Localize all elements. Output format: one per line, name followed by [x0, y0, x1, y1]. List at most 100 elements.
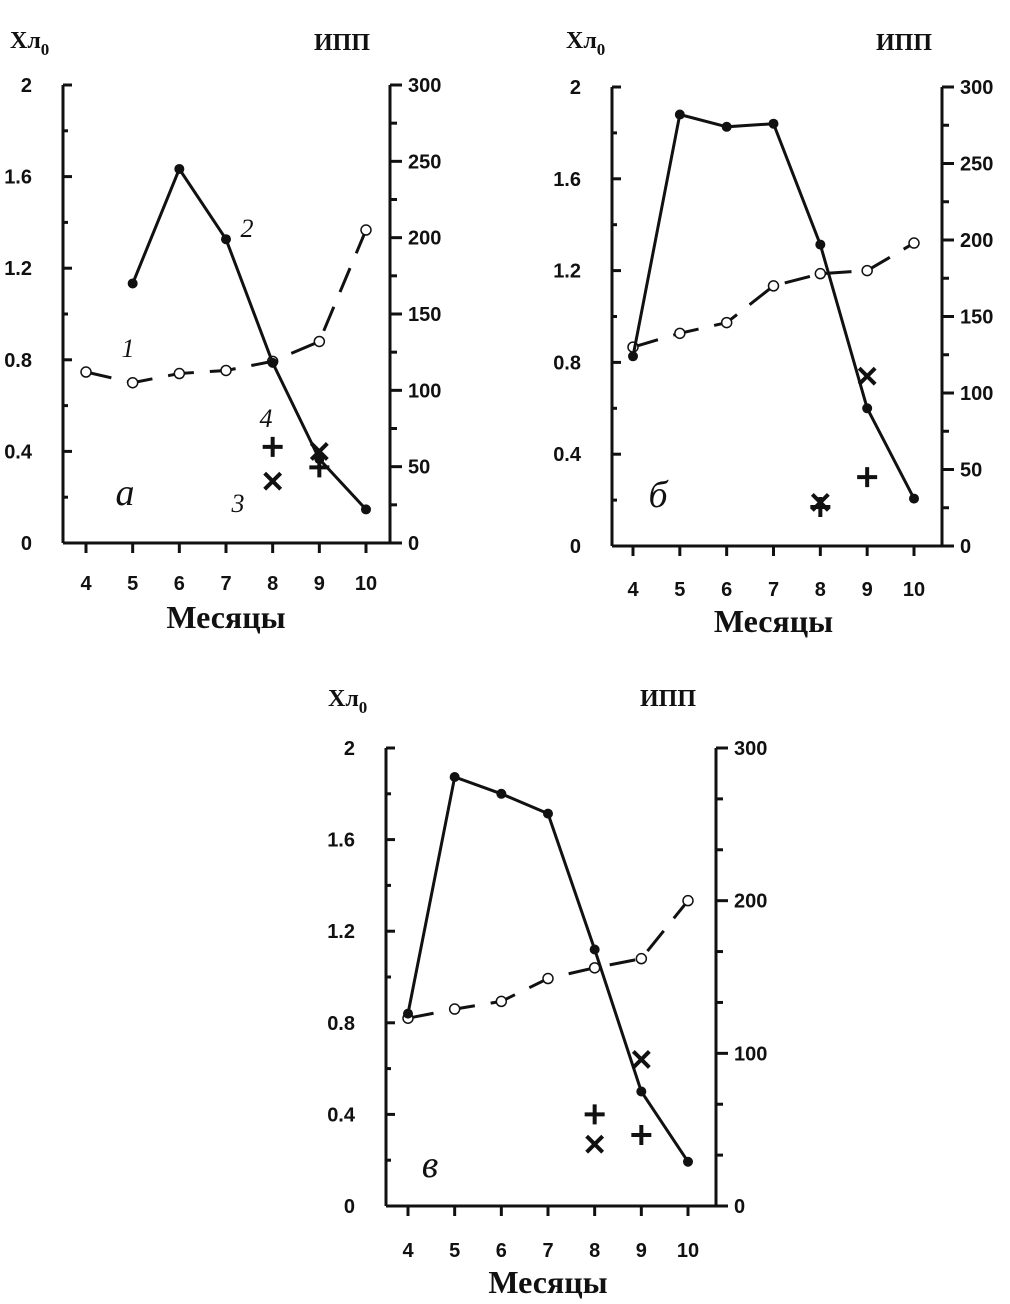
x-tick-label: 5 — [449, 1240, 460, 1262]
x-tick-label: 5 — [127, 573, 138, 595]
series-2-point — [174, 163, 185, 174]
series-2-point — [589, 944, 600, 955]
series-1-point — [448, 1003, 461, 1015]
right-axis-title: ИПП — [876, 30, 932, 56]
series-2-point — [636, 1086, 647, 1097]
series-4-plus-marker — [309, 457, 330, 478]
x-axis-title: Месяцы — [488, 1264, 607, 1300]
right-tick-label: 100 — [960, 383, 993, 405]
series-2-point — [543, 808, 553, 819]
series-1-point — [360, 224, 372, 236]
series-3-x-marker — [585, 1134, 605, 1154]
series-number-label: 3 — [231, 489, 245, 518]
x-tick-label: 4 — [627, 579, 639, 601]
series-2-point — [683, 1156, 693, 1167]
series-2-point — [909, 493, 919, 504]
series-1-point — [767, 280, 780, 292]
series-number-label: 1 — [122, 334, 135, 363]
series-3-x-marker — [263, 471, 283, 491]
series-4-plus-marker — [584, 1104, 605, 1125]
x-tick-label: 7 — [768, 579, 779, 601]
series-2-point — [721, 121, 732, 132]
series-4-plus-marker — [631, 1125, 652, 1146]
left-axis-title-subscript: 0 — [359, 698, 368, 717]
series-2-point — [768, 118, 779, 129]
x-tick-label: 10 — [355, 573, 377, 595]
series-2-point — [221, 234, 231, 245]
series-2-point — [449, 772, 460, 783]
left-tick-label: 0.8 — [4, 350, 32, 372]
series-1-point — [720, 316, 733, 329]
left-tick-label: 2 — [21, 75, 32, 97]
right-tick-label: 300 — [960, 77, 993, 99]
left-tick-label: 0.4 — [327, 1104, 356, 1126]
right-tick-label: 150 — [408, 304, 441, 326]
series-number-label: 2 — [241, 214, 254, 243]
panel-letter: в — [422, 1144, 439, 1186]
x-tick-label: 7 — [220, 573, 231, 595]
left-tick-label: 2 — [570, 77, 581, 99]
panel-letter: а — [116, 472, 135, 514]
series-number-label: 4 — [260, 404, 273, 433]
series-1-point — [908, 237, 920, 249]
series-2-point — [496, 788, 507, 799]
series-4-plus-marker — [262, 436, 283, 457]
series-1-point — [682, 894, 694, 907]
x-tick-label: 9 — [314, 573, 325, 595]
left-axis-title-subscript: 0 — [597, 40, 606, 59]
series-2-point — [127, 278, 138, 289]
right-tick-label: 250 — [408, 151, 441, 173]
left-tick-label: 1.2 — [327, 921, 355, 943]
right-axis-title: ИПП — [314, 30, 370, 56]
x-tick-label: 10 — [903, 579, 925, 601]
series-1-point — [814, 267, 827, 280]
x-tick-label: 8 — [589, 1240, 600, 1262]
series-2-point — [403, 1008, 413, 1019]
left-tick-label: 1.6 — [553, 169, 581, 191]
right-tick-label: 200 — [408, 228, 441, 250]
x-tick-label: 10 — [677, 1240, 699, 1262]
x-tick-label: 5 — [674, 579, 685, 601]
right-tick-label: 250 — [960, 154, 993, 176]
x-tick-label: 4 — [402, 1240, 414, 1262]
x-tick-label: 8 — [815, 579, 826, 601]
panel-letter: б — [648, 474, 669, 516]
series-4-plus-marker — [810, 496, 831, 517]
series-1-point — [220, 364, 232, 377]
x-tick-label: 4 — [80, 573, 92, 595]
right-tick-label: 100 — [408, 380, 441, 402]
x-tick-label: 9 — [862, 579, 873, 601]
left-tick-label: 0 — [21, 533, 32, 555]
right-tick-label: 0 — [408, 533, 419, 555]
left-tick-label: 0.4 — [553, 444, 582, 466]
series-4-plus-marker — [857, 467, 878, 488]
right-tick-label: 50 — [408, 457, 430, 479]
x-tick-label: 6 — [174, 573, 185, 595]
series-2-solid-line — [406, 774, 690, 1163]
right-tick-label: 0 — [734, 1196, 745, 1218]
left-tick-label: 0 — [344, 1196, 355, 1218]
series-2-point — [674, 109, 685, 120]
right-tick-label: 300 — [408, 75, 441, 97]
left-tick-label: 1.6 — [4, 167, 32, 189]
right-tick-label: 300 — [734, 738, 767, 760]
right-tick-label: 100 — [734, 1043, 767, 1065]
right-tick-label: 0 — [960, 536, 971, 558]
left-tick-label: 1.2 — [4, 258, 32, 280]
series-2-point — [361, 504, 371, 515]
series-1-point — [173, 367, 186, 380]
left-axis-title: Хл0 — [328, 686, 367, 717]
left-tick-label: 0 — [570, 536, 581, 558]
series-2-point — [862, 403, 873, 414]
x-tick-label: 6 — [496, 1240, 507, 1262]
x-axis-title: Месяцы — [166, 599, 285, 635]
series-1-point — [126, 376, 139, 389]
series-1-point — [861, 264, 873, 277]
series-1-point — [635, 952, 648, 965]
left-axis-title: Хл0 — [566, 28, 605, 59]
series-3-x-marker — [309, 441, 329, 461]
left-axis-title: Хл0 — [10, 28, 49, 59]
